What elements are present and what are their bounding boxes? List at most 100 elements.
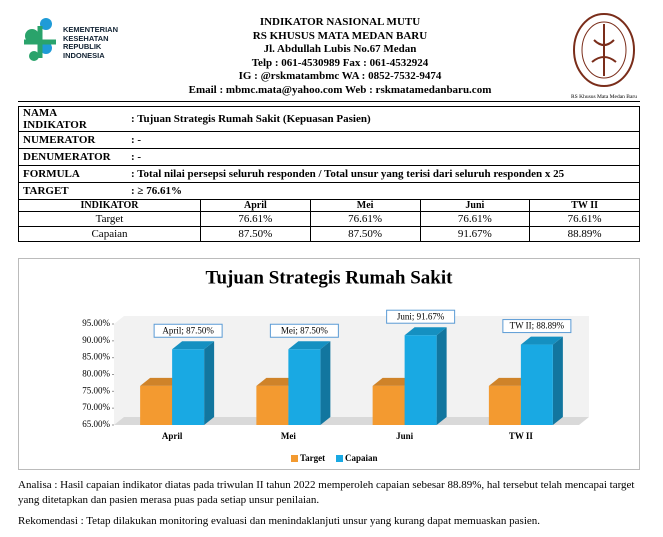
info-table: NAMA INDIKATOR: Tujuan Strategis Rumah S… <box>18 106 640 200</box>
data-label: Juni; 91.67% <box>397 311 445 321</box>
logo-text-line: INDONESIA <box>63 50 105 60</box>
header-lines: INDIKATOR NASIONAL MUTU RS KHUSUS MATA ME… <box>170 16 510 98</box>
header-line: Jl. Abdullah Lubis No.67 Medan <box>263 43 417 56</box>
bar-top <box>256 377 299 386</box>
bar-top <box>172 341 215 350</box>
bar-top <box>404 327 447 336</box>
legend-label: Target <box>300 453 325 463</box>
analysis: Analisa : Hasil capaian indikator diatas… <box>18 479 635 506</box>
info-value: : Tujuan Strategis Rumah Sakit (Kepuasan… <box>127 106 640 132</box>
table-cell: 76.61% <box>309 211 421 227</box>
table-header: INDIKATOR April Mei Juni TW II <box>18 199 640 212</box>
logo-text-line: REPUBLIK <box>63 42 102 51</box>
y-tick-label: 70.00% <box>82 402 110 412</box>
y-tick-label: 80.00% <box>82 369 110 379</box>
chart: Tujuan Strategis Rumah Sakit 65.00% 70.00… <box>18 258 640 470</box>
header-cell: Mei <box>309 199 421 212</box>
info-row: DENUMERATOR: - <box>18 148 640 166</box>
bar <box>488 385 521 425</box>
y-tick-label: 65.00% <box>82 419 110 429</box>
table-cell: 87.50% <box>309 226 421 242</box>
table-row: Target 76.61% 76.61% 76.61% 76.61% <box>18 211 640 227</box>
header-cell: April <box>200 199 311 212</box>
y-tick-label: 75.00% <box>82 385 110 395</box>
bar-top <box>140 377 183 386</box>
header-line: INDIKATOR NASIONAL MUTU <box>259 16 421 28</box>
info-label: TARGET <box>18 182 127 200</box>
header-line: RS KHUSUS MATA MEDAN BARU <box>252 29 428 42</box>
info-row: FORMULA: Total nilai persepsi seluruh re… <box>18 165 640 183</box>
x-tick-label: Juni <box>396 431 414 441</box>
bar-top <box>288 341 331 350</box>
bar-top <box>372 377 415 386</box>
floor <box>114 417 589 425</box>
info-label: NAMA INDIKATOR <box>18 106 127 132</box>
info-label: FORMULA <box>18 165 127 183</box>
table-row: Capaian 87.50% 87.50% 91.67% 88.89% <box>18 226 640 242</box>
bar <box>288 349 321 425</box>
back-wall <box>114 316 589 425</box>
hospital-logo-caption: RS Khusus Mata Medan Baru <box>571 94 637 100</box>
bar <box>372 385 405 425</box>
bar <box>256 385 289 425</box>
info-value: : ≥ 76.61% <box>127 182 640 200</box>
legend-swatch <box>291 455 298 462</box>
table-cell: 91.67% <box>419 226 531 242</box>
bar <box>172 349 205 425</box>
bar-side <box>320 341 331 425</box>
header-line: IG : @rskmatambmc WA : 0852-7532-9474 <box>238 70 442 83</box>
data-label-box <box>153 323 223 338</box>
logo-text-line: KESEHATAN <box>63 33 109 43</box>
table-cell: Capaian <box>18 226 201 242</box>
y-tick-label: 95.00% <box>82 318 110 328</box>
info-label: NUMERATOR <box>18 131 127 149</box>
info-row: NAMA INDIKATOR: Tujuan Strategis Rumah S… <box>18 106 640 132</box>
x-tick-label: April <box>162 431 183 441</box>
info-label: DENUMERATOR <box>18 148 127 166</box>
table-cell: 76.61% <box>529 211 640 227</box>
bar-top <box>488 377 531 386</box>
ministry-logo <box>24 18 56 61</box>
info-row: TARGET: ≥ 76.61% <box>18 182 640 200</box>
hospital-logo: RS Khusus Mata Medan Baru <box>571 13 637 100</box>
x-tick-label: Mei <box>281 431 296 441</box>
bar <box>520 344 553 425</box>
data-label-box <box>502 319 572 334</box>
header-cell: Juni <box>419 199 531 212</box>
table-cell: 76.61% <box>200 211 311 227</box>
bar <box>404 335 437 425</box>
info-value: : - <box>127 148 640 166</box>
header-cell: TW II <box>529 199 640 212</box>
bar <box>140 385 173 425</box>
x-tick-label: TW II <box>509 431 534 441</box>
legend-label: Capaian <box>345 453 378 463</box>
y-tick-label: 90.00% <box>82 335 110 345</box>
bar-side <box>204 341 215 425</box>
data-table: INDIKATOR April Mei Juni TW II Target 76.61% 76… <box>18 199 640 242</box>
bar-side <box>436 327 447 425</box>
ministry-logo-text: KEMENTERIAN KESEHATAN REPUBLIK INDONESIA <box>63 25 119 60</box>
data-label-box <box>386 309 456 324</box>
data-label-box <box>269 323 339 338</box>
data-label: April; 87.50% <box>162 325 214 335</box>
header-line: Email : mbmc.mata@yahoo.com Web : rskmat… <box>188 83 492 96</box>
info-value: : Total nilai persepsi seluruh responden… <box>127 165 640 183</box>
header-rule <box>18 101 640 102</box>
table-cell: 87.50% <box>200 226 311 242</box>
header-cell: INDIKATOR <box>18 199 201 212</box>
table-cell: 76.61% <box>419 211 531 227</box>
recommendation: Rekomendasi : Tetap dilakukan monitoring… <box>18 515 541 527</box>
info-row: NUMERATOR: - <box>18 131 640 149</box>
legend-swatch <box>336 455 343 462</box>
y-tick-label: 85.00% <box>82 352 110 362</box>
table-cell: Target <box>18 211 201 227</box>
header-line: Telp : 061-4530989 Fax : 061-4532924 <box>251 56 429 69</box>
logo-text-line: KEMENTERIAN <box>63 25 119 34</box>
bar-top <box>520 336 563 345</box>
table-cell: 88.89% <box>529 226 640 242</box>
info-value: : - <box>127 131 640 149</box>
data-label: TW II; 88.89% <box>510 321 565 331</box>
data-label: Mei; 87.50% <box>281 325 328 335</box>
chart-title: Tujuan Strategis Rumah Sakit <box>206 267 454 288</box>
